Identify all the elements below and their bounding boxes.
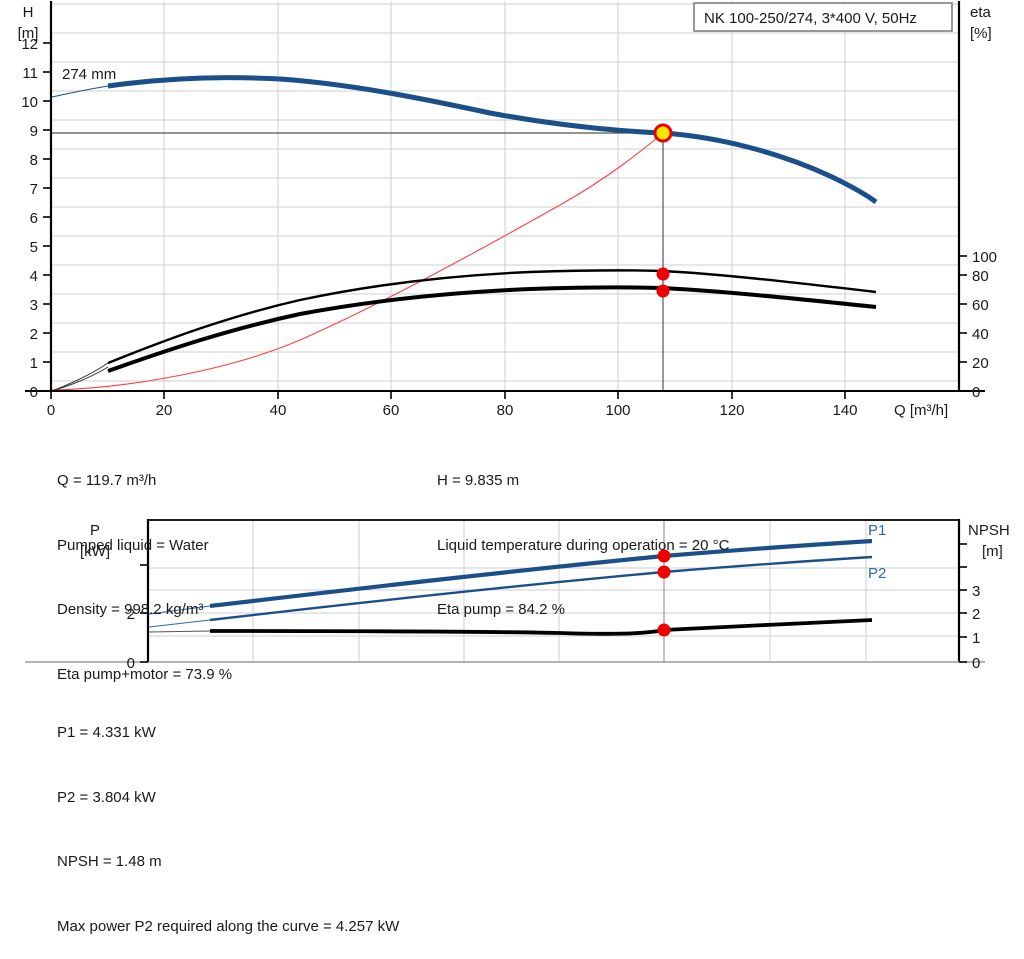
p-axis-title-unit: [kW] bbox=[80, 543, 110, 560]
eta-pump-motor-point-marker bbox=[656, 284, 670, 298]
npsh-tick-2: 2 bbox=[972, 606, 980, 623]
h-tick-5: 5 bbox=[30, 239, 38, 256]
h-tick-9: 9 bbox=[30, 123, 38, 140]
p1-curve-thin-start bbox=[148, 605, 211, 615]
npsh-tick-0: 0 bbox=[972, 655, 980, 672]
info-p1: P1 = 4.331 kW bbox=[57, 724, 156, 741]
p1-series-label: P1 bbox=[868, 522, 886, 539]
info-pumped-liquid: Pumped liquid = Water bbox=[57, 536, 209, 554]
q-tick-140: 140 bbox=[832, 402, 857, 419]
h-tick-1: 1 bbox=[30, 355, 38, 372]
npsh-axis-title-symbol: NPSH bbox=[968, 522, 1010, 539]
info-eta-pump-motor: Eta pump+motor = 73.9 % bbox=[57, 665, 233, 683]
bottom-chart-group: P1 P2 0 2 P [kW] bbox=[25, 519, 1010, 672]
h-tick-6: 6 bbox=[30, 210, 38, 227]
top-chart-right-tick-labels: 0 20 40 60 80 100 bbox=[972, 249, 997, 401]
bottom-chart-y-axis-left-title: P [kW] bbox=[80, 522, 110, 560]
power-info-left: P1 = 4.331 kW P2 = 3.804 kW NPSH = 1.48 … bbox=[57, 679, 399, 959]
head-curve-thin-start bbox=[51, 85, 109, 98]
p2-series-label: P2 bbox=[868, 565, 886, 582]
q-tick-100: 100 bbox=[605, 402, 630, 419]
h-tick-3: 3 bbox=[30, 297, 38, 314]
info-density: Density = 998.2 kg/m³ bbox=[57, 601, 204, 618]
info-npsh: NPSH = 1.48 m bbox=[57, 853, 162, 870]
system-curve bbox=[51, 132, 664, 391]
bottom-chart-y-axis-right-title: NPSH [m] bbox=[968, 522, 1010, 560]
bottom-chart-left-ticks bbox=[140, 564, 148, 663]
top-chart-right-ticks bbox=[959, 255, 967, 392]
eta-tick-0: 0 bbox=[972, 384, 980, 401]
top-chart-x-tick-labels: 0 20 40 60 80 100 120 140 bbox=[47, 402, 858, 419]
q-tick-80: 80 bbox=[497, 402, 514, 419]
eta-tick-80: 80 bbox=[972, 268, 989, 285]
p-axis-title-symbol: P bbox=[90, 522, 100, 539]
model-info-box-label: NK 100-250/274, 3*400 V, 50Hz bbox=[704, 10, 917, 27]
eta-pump-point-marker bbox=[656, 267, 670, 281]
eta-axis-title-unit: [%] bbox=[970, 25, 992, 42]
p-tick-2: 2 bbox=[127, 606, 135, 623]
p1-curve bbox=[209, 538, 873, 609]
info-liquid-temperature: Liquid temperature during operation = 20… bbox=[437, 536, 730, 554]
eta-axis-title-symbol: eta bbox=[970, 4, 992, 21]
h-tick-4: 4 bbox=[30, 268, 38, 285]
bottom-chart-right-ticks bbox=[959, 543, 967, 663]
top-chart-x-ticks bbox=[50, 391, 846, 399]
info-h: H = 9.835 m bbox=[437, 472, 520, 489]
h-axis-title-symbol: H bbox=[23, 4, 34, 21]
h-tick-2: 2 bbox=[30, 326, 38, 343]
bottom-chart-left-tick-labels: 0 2 bbox=[127, 606, 135, 672]
q-tick-0: 0 bbox=[47, 402, 55, 419]
h-axis-title-unit: [m] bbox=[18, 25, 39, 42]
eta-tick-100: 100 bbox=[972, 249, 997, 266]
npsh-curve-thin-start bbox=[148, 630, 211, 633]
top-chart-vertical-gridlines bbox=[163, 1, 846, 391]
impeller-diameter-label: 274 mm bbox=[62, 66, 116, 83]
eta-pump-curve-thin bbox=[51, 362, 109, 392]
pump-curves-svg: 0 1 2 3 4 5 6 7 8 9 10 11 12 H [m] bbox=[18, 1, 1010, 672]
pump-performance-chart: 0 1 2 3 4 5 6 7 8 9 10 11 12 H [m] bbox=[18, 1, 1010, 935]
info-max-power: Max power P2 required along the curve = … bbox=[57, 917, 400, 935]
npsh-axis-title-unit: [m] bbox=[982, 543, 1003, 560]
h-tick-10: 10 bbox=[21, 94, 38, 111]
top-chart-left-ticks bbox=[43, 42, 51, 392]
info-q: Q = 119.7 m³/h bbox=[57, 472, 157, 489]
h-tick-11: 11 bbox=[22, 65, 38, 82]
duty-point-guides bbox=[51, 132, 664, 391]
head-curve bbox=[107, 75, 878, 205]
eta-tick-20: 20 bbox=[972, 355, 989, 372]
eta-tick-60: 60 bbox=[972, 297, 989, 314]
npsh-tick-3: 3 bbox=[972, 583, 980, 600]
top-chart-group: 0 1 2 3 4 5 6 7 8 9 10 11 12 H [m] bbox=[18, 1, 997, 419]
duty-info-left: Q = 119.7 m³/h Pumped liquid = Water Den… bbox=[57, 427, 232, 707]
p-tick-0: 0 bbox=[127, 655, 135, 672]
h-tick-7: 7 bbox=[30, 181, 38, 198]
q-tick-120: 120 bbox=[719, 402, 744, 419]
h-tick-0: 0 bbox=[30, 384, 38, 401]
q-tick-20: 20 bbox=[156, 402, 173, 419]
duty-info-right: H = 9.835 m Liquid temperature during op… bbox=[437, 427, 729, 642]
eta-pump-motor-curve bbox=[107, 285, 877, 373]
npsh-tick-1: 1 bbox=[972, 630, 980, 647]
info-p2: P2 = 3.804 kW bbox=[57, 788, 156, 806]
duty-point-marker bbox=[653, 123, 673, 143]
q-axis-title: Q [m³/h] bbox=[894, 402, 948, 419]
q-tick-40: 40 bbox=[270, 402, 287, 419]
bottom-chart-right-tick-labels: 0 1 2 3 bbox=[972, 583, 980, 672]
p2-point-marker bbox=[657, 565, 671, 579]
npsh-point-marker bbox=[657, 623, 671, 637]
eta-pump-curve bbox=[107, 269, 877, 365]
npsh-curve bbox=[209, 618, 873, 636]
top-chart-y-axis-right-title: eta [%] bbox=[970, 4, 992, 42]
model-info-box: NK 100-250/274, 3*400 V, 50Hz bbox=[693, 2, 953, 32]
eta-tick-40: 40 bbox=[972, 326, 989, 343]
q-tick-60: 60 bbox=[383, 402, 400, 419]
p2-curve bbox=[209, 555, 873, 622]
p2-curve-thin-start bbox=[148, 619, 211, 628]
h-tick-12: 12 bbox=[21, 36, 38, 53]
top-chart-left-tick-labels: 0 1 2 3 4 5 6 7 8 9 10 11 12 bbox=[21, 36, 38, 401]
top-chart-y-axis-left-title: H [m] bbox=[18, 4, 39, 42]
info-eta-pump: Eta pump = 84.2 % bbox=[437, 601, 565, 618]
h-tick-8: 8 bbox=[30, 152, 38, 169]
p1-point-marker bbox=[657, 549, 671, 563]
